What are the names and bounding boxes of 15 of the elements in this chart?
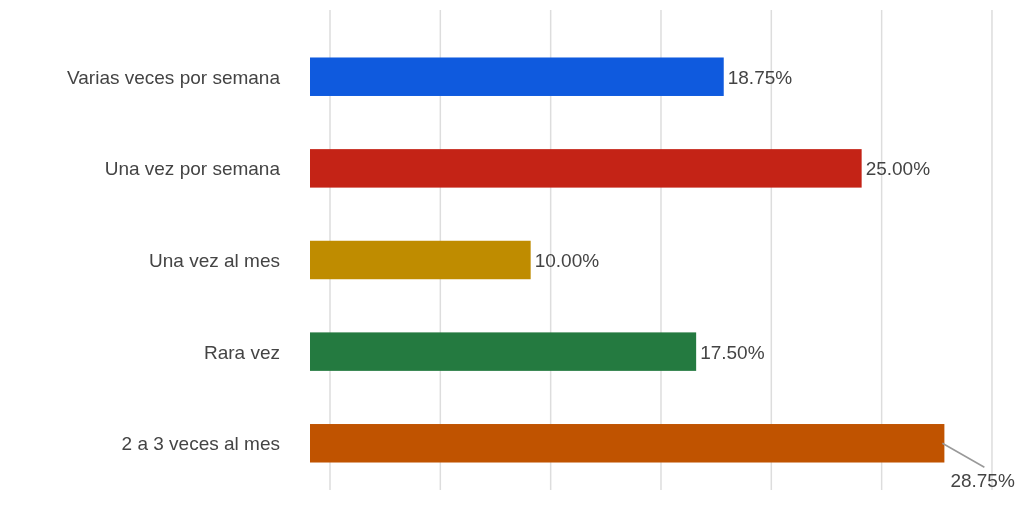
bar bbox=[310, 149, 862, 188]
y-tick-label: Varias veces por semana bbox=[67, 66, 281, 88]
bar bbox=[310, 424, 945, 463]
data-label: 17.50% bbox=[700, 341, 765, 363]
bar bbox=[310, 57, 724, 96]
bar bbox=[310, 332, 697, 371]
data-label: 28.75% bbox=[950, 470, 1015, 492]
y-tick-label: Rara vez bbox=[203, 341, 280, 363]
y-tick-label: 2 a 3 veces al mes bbox=[121, 433, 280, 455]
data-label: 10.00% bbox=[534, 250, 600, 271]
bar bbox=[310, 240, 531, 280]
data-label: 18.75% bbox=[727, 66, 793, 88]
data-label: 25.00% bbox=[865, 158, 931, 180]
y-tick-label: Una vez por semana bbox=[104, 158, 281, 180]
y-tick-label: Una vez al mes bbox=[149, 250, 280, 271]
